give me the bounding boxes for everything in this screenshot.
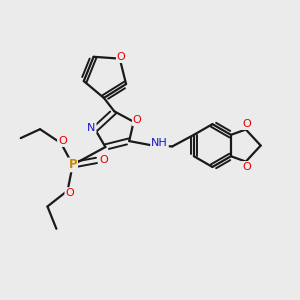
Text: O: O	[242, 119, 251, 129]
Text: O: O	[58, 136, 67, 146]
Text: NH: NH	[151, 138, 168, 148]
Text: O: O	[242, 162, 251, 172]
Text: O: O	[100, 155, 108, 165]
Text: O: O	[133, 115, 142, 125]
Text: P: P	[68, 158, 77, 171]
Text: N: N	[87, 123, 96, 133]
Text: O: O	[65, 188, 74, 198]
Text: O: O	[117, 52, 126, 62]
